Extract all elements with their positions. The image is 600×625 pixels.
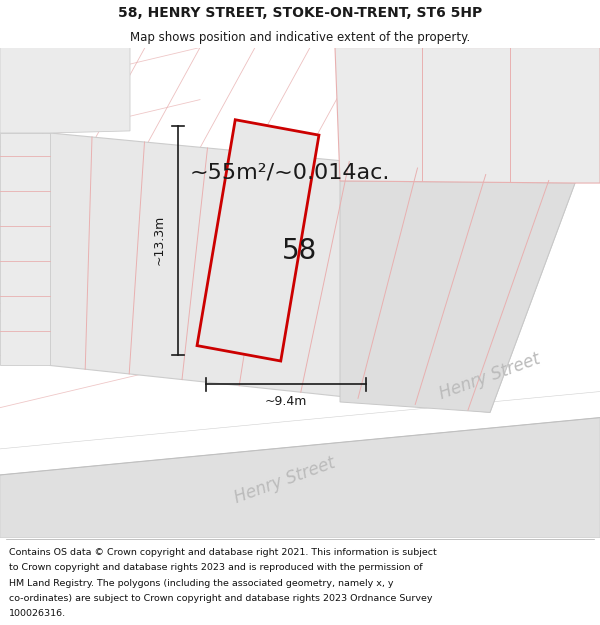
Text: Contains OS data © Crown copyright and database right 2021. This information is : Contains OS data © Crown copyright and d… [9,548,437,557]
Polygon shape [0,418,600,538]
Text: co-ordinates) are subject to Crown copyright and database rights 2023 Ordnance S: co-ordinates) are subject to Crown copyr… [9,594,433,603]
Text: ~55m²/~0.014ac.: ~55m²/~0.014ac. [190,162,390,182]
Text: Henry Street: Henry Street [232,454,338,507]
Text: to Crown copyright and database rights 2023 and is reproduced with the permissio: to Crown copyright and database rights 2… [9,563,422,572]
Polygon shape [0,48,130,133]
Polygon shape [355,48,600,194]
Text: 100026316.: 100026316. [9,609,66,618]
Text: ~9.4m: ~9.4m [265,394,307,408]
Polygon shape [335,48,600,183]
Polygon shape [340,181,575,412]
Text: Henry Street: Henry Street [437,349,543,403]
Text: ~13.3m: ~13.3m [153,215,166,266]
Text: Map shows position and indicative extent of the property.: Map shows position and indicative extent… [130,31,470,44]
Text: HM Land Registry. The polygons (including the associated geometry, namely x, y: HM Land Registry. The polygons (includin… [9,579,394,587]
Polygon shape [50,133,575,413]
Polygon shape [0,133,50,366]
Text: 58: 58 [283,237,317,265]
Text: 58, HENRY STREET, STOKE-ON-TRENT, ST6 5HP: 58, HENRY STREET, STOKE-ON-TRENT, ST6 5H… [118,6,482,20]
Polygon shape [197,120,319,361]
